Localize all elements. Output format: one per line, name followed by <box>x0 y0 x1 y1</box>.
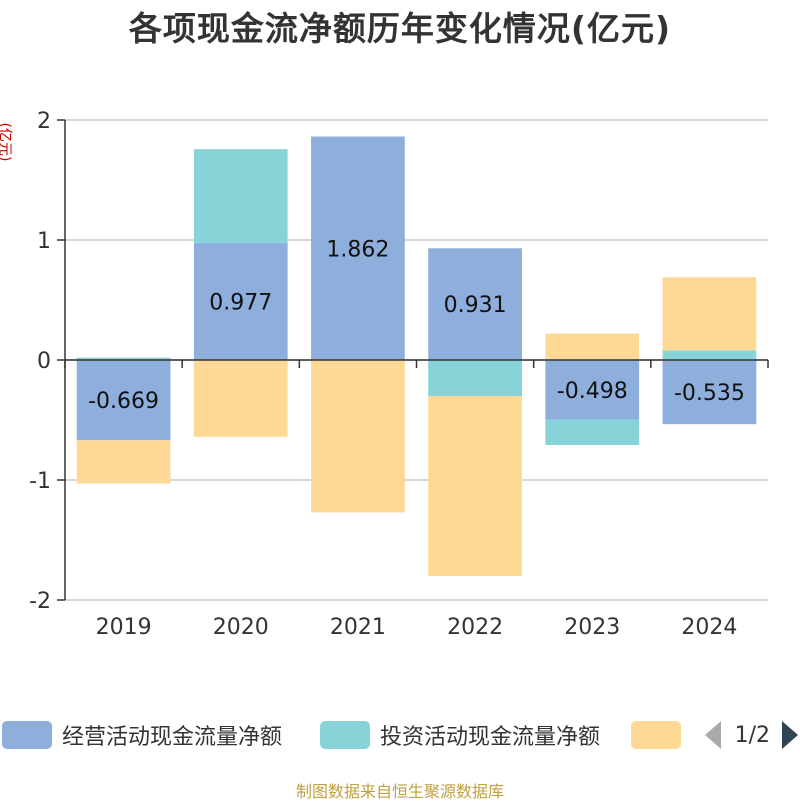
legend-item-investing[interactable]: 投资活动现金流量净额 <box>320 720 600 750</box>
x-tick-label: 2019 <box>96 615 152 640</box>
x-tick-label: 2023 <box>564 615 620 640</box>
y-tick-label: 2 <box>37 109 51 134</box>
y-tick-label: -1 <box>29 469 51 494</box>
data-source-note: 制图数据来自恒生聚源数据库 <box>295 782 504 801</box>
legend-pager: 1/2 <box>704 718 800 752</box>
bar-segment[interactable] <box>76 440 171 484</box>
bar-value-label: 1.862 <box>326 237 389 262</box>
bar-segment[interactable] <box>428 396 522 576</box>
bar-value-label: -0.535 <box>674 381 745 406</box>
x-tick-label: 2021 <box>330 615 386 640</box>
x-tick-label: 2020 <box>213 615 269 640</box>
bar-segment[interactable] <box>428 360 522 396</box>
x-tick-label: 2024 <box>681 615 737 640</box>
bar-segment[interactable] <box>662 350 757 360</box>
bar-segment[interactable] <box>545 333 640 360</box>
bar-value-label: -0.669 <box>88 389 159 414</box>
legend-item-financing[interactable] <box>631 720 691 750</box>
bar-value-label: -0.498 <box>557 379 628 404</box>
x-tick-label: 2022 <box>447 615 503 640</box>
bar-segment[interactable] <box>311 136 405 360</box>
legend-swatch-financing <box>631 721 681 749</box>
bar-segment[interactable] <box>193 149 288 243</box>
y-tick-label: 0 <box>37 349 51 374</box>
bar-segment[interactable] <box>545 419 640 445</box>
bar-segment[interactable] <box>662 360 757 425</box>
chart-plot: 2 1 0 -1 -2 2019 2020 2021 2022 2023 2024 -0.669 0.… <box>29 109 769 640</box>
data-labels: -0.669 0.977 1.862 0.931 -0.498 -0.535 <box>88 237 745 414</box>
bar-segment[interactable] <box>311 360 405 513</box>
bars <box>76 136 757 576</box>
legend-swatch-investing <box>320 721 370 749</box>
bar-segment[interactable] <box>76 357 171 360</box>
pager-prev-icon[interactable] <box>704 721 721 749</box>
y-tick-label: -2 <box>29 589 51 614</box>
pager-next-icon[interactable] <box>782 721 798 749</box>
legend-swatch-operating <box>2 721 52 749</box>
bar-segment[interactable] <box>193 360 288 437</box>
legend-label-operating: 经营活动现金流量净额 <box>62 725 283 750</box>
legend-label-investing: 投资活动现金流量净额 <box>380 725 601 750</box>
bar-segment[interactable] <box>428 248 522 360</box>
y-tick-label: 1 <box>37 229 51 254</box>
pager-page-indicator: 1/2 <box>734 722 770 748</box>
bar-value-label: 0.977 <box>209 290 272 315</box>
bar-segment[interactable] <box>662 277 757 351</box>
chart-title: 各项现金流净额历年变化情况(亿元) <box>128 9 672 48</box>
bar-segment[interactable] <box>193 242 288 360</box>
bar-segment[interactable] <box>545 360 640 420</box>
legend: 经营活动现金流量净额 投资活动现金流量净额 1/2 <box>0 716 800 756</box>
legend-item-operating[interactable]: 经营活动现金流量净额 <box>2 720 282 750</box>
bar-value-label: 0.931 <box>444 293 507 318</box>
bar-segment[interactable] <box>76 360 171 441</box>
axes: 2 1 0 -1 -2 2019 2020 2021 2022 2023 2024 <box>29 109 769 640</box>
